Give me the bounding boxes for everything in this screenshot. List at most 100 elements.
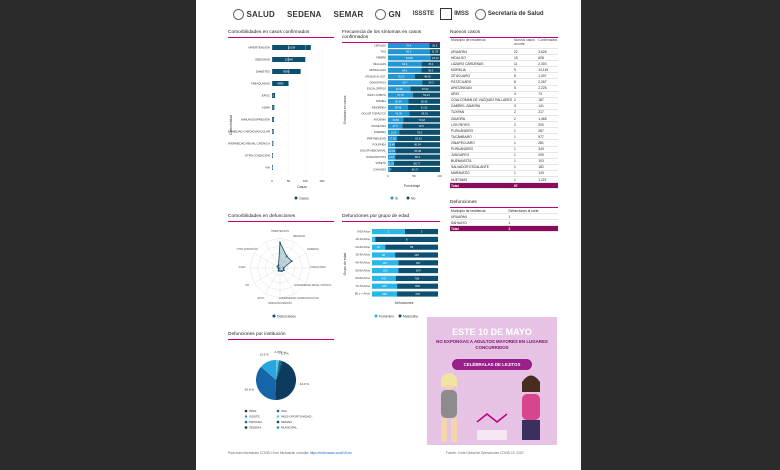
bar-no (410, 86, 440, 92)
woman-right-hair (522, 375, 540, 392)
radar-point (277, 267, 280, 269)
bar-fem-label: 467 (382, 284, 387, 288)
def-edad-section: Defunciones por grupo de edad (342, 214, 440, 222)
bar-no (422, 80, 440, 86)
bar-fem (372, 252, 396, 258)
comorb-def-section: Comorbilidades en defunciones (228, 214, 334, 222)
table-header-row: Municipio de residencia Defunciones al c… (450, 208, 558, 215)
bar-masc-label: 2 (421, 230, 423, 234)
bar (272, 141, 274, 146)
table-row: ZINAPÉCUARO 1 281 (450, 139, 558, 147)
col-header: Defunciones al corte (507, 208, 558, 215)
table-row: SAHUAYO 1 (450, 219, 558, 227)
tick-label: 15K (319, 179, 324, 183)
table-cell: 2,267 (537, 78, 558, 86)
table-cell: 73 (537, 91, 558, 98)
def-inst-pie: 44.9 % 35.8 % 13.5 % 2.3 %2.1 %1.1 % IMSS SS… (244, 350, 314, 430)
category-label: ESCALOFRÍOS (367, 87, 386, 91)
category-label: POLIPNEA (373, 143, 387, 147)
bar-masc (397, 291, 438, 297)
imss-logo: IMSS (440, 8, 469, 20)
poster-headline: ESTE 10 DE MAYO (452, 327, 532, 337)
frecuencia-legend-si: Sí (395, 196, 398, 200)
bar-si-label: 21.5 (391, 130, 397, 134)
radar-axis (253, 252, 281, 269)
table-cell: APATZINGÁN (450, 85, 513, 92)
bar (272, 81, 289, 86)
decorative-ribbon (476, 413, 508, 423)
def-edad-legend-fem: Femenino (379, 314, 394, 318)
comorb-confirmados-title: Comorbilidades en casos confirmados (228, 30, 334, 38)
def-edad-title: Defunciones por grupo de edad (342, 214, 440, 222)
category-label: TOS (381, 50, 387, 54)
emblem-icon (233, 8, 245, 20)
bar-si (388, 142, 395, 148)
bar-no (389, 167, 440, 172)
category-label: 30-39 Años (355, 253, 370, 257)
bar (272, 117, 274, 122)
category-label: TABAQUISMO (251, 82, 271, 86)
bar-no (393, 160, 440, 166)
category-label: HIPERTENSIÓN (248, 45, 270, 50)
footer-link[interactable]: https://michoacan.covid19.mx (309, 451, 352, 455)
pie-legend-label: SEDENA (249, 426, 261, 430)
table-row: MARAVATÍO 1 143 (450, 170, 558, 177)
frecuencia-chart: Síntomas en casos CEFALEA 79.4 20.6 TOS 80.2… (343, 43, 442, 200)
bar-no-label: 35.4 (428, 62, 434, 66)
bar-fem-label: 207 (383, 261, 388, 265)
table-cell: 1 (507, 213, 558, 221)
table-cell: 1 (512, 146, 538, 153)
bar-si-label: 3.73 (386, 168, 392, 172)
category-label: 60-69 Años (355, 276, 370, 280)
legend-dot (244, 420, 248, 424)
category-label: ANOSMIA (374, 118, 387, 122)
bar-si (388, 136, 398, 141)
frecuencia-legend-no: No (411, 196, 415, 200)
pie-slice (276, 360, 282, 380)
bar-si-label: 47.76 (397, 93, 404, 97)
bar-masc (398, 268, 438, 274)
bar-no-label: 11.78 (432, 50, 439, 54)
pie-slice (255, 366, 276, 400)
table-cell: 1 (512, 152, 538, 159)
category-label: 10-19 Años (355, 237, 370, 241)
table-cell: SAHUAYO (450, 219, 508, 227)
category-label: 0-09 Años (357, 229, 371, 233)
bar (272, 45, 311, 50)
table-cell: 2,226 (537, 85, 558, 92)
table-row: GABRIEL ZAMORA 3 141 (450, 103, 558, 110)
bar-si-label: 64.0 (402, 68, 408, 72)
table-row: HIDALGO 15 628 (450, 54, 558, 62)
table-cell: 281 (537, 139, 558, 147)
legend-dot-masc (398, 314, 402, 318)
pie-legend-label: IMSS (249, 409, 256, 413)
pie-legend-label: SSA (281, 409, 287, 413)
radar-point (277, 269, 280, 272)
pie-legend-label: IMSS-OPORTUNIDAD... (281, 415, 314, 419)
legend-dot (244, 415, 248, 418)
pie-slice (276, 360, 279, 380)
category-label: RINORREA (372, 105, 386, 109)
bar (272, 165, 273, 170)
bar-no (408, 98, 440, 104)
bar-value-label: 1 (272, 154, 274, 158)
footer-right: Fuente: Corte Global de Operaciones COVI… (446, 451, 524, 455)
bar-no (421, 67, 440, 73)
table-cell: GABRIEL ZAMORA (450, 103, 513, 110)
table-cell: PURUÁNDIRO (450, 127, 513, 135)
bar-fem (372, 283, 398, 289)
legend-dot-no (406, 196, 410, 200)
pie-slice-label: 35.8 % (245, 388, 255, 392)
bar-si (388, 43, 430, 48)
table-cell: Total (450, 182, 513, 190)
comorb-def-title: Comorbilidades en defunciones (228, 214, 334, 222)
poster-logos-box (477, 430, 507, 440)
table-cell: 628 (537, 54, 558, 62)
total-row: Total 97 (450, 182, 558, 190)
def-inst-title: Defunciones por institución (228, 332, 334, 340)
radar-label: TABAQUISMO (310, 266, 326, 269)
table-cell: 14,119 (537, 66, 558, 74)
category-label: INICIO SÚBITO (367, 93, 386, 97)
table-cell: 22 (512, 48, 538, 56)
